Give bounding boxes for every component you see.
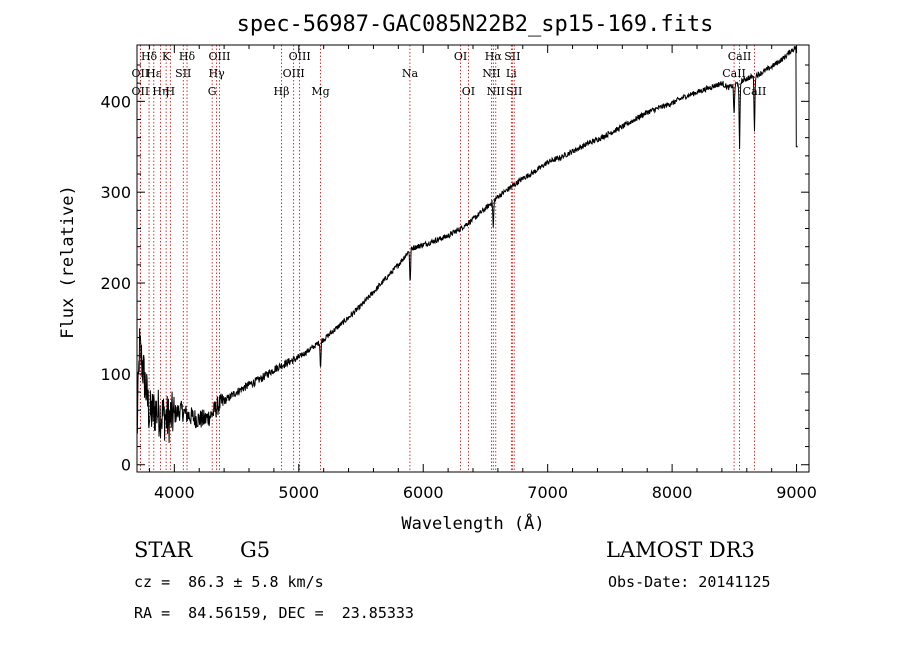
x-tick-label: 6000 [403, 483, 444, 502]
spectral-line-label: G [208, 85, 217, 98]
y-tick-label: 200 [100, 274, 131, 293]
spectral-line-label: Hδ [141, 50, 158, 63]
x-tick-label: 7000 [527, 483, 568, 502]
spectral-line-label: Hη [152, 85, 168, 98]
survey-name: LAMOST DR3 [606, 538, 755, 562]
spectral-line-label: Li [506, 67, 517, 80]
x-axis-label: Wavelength (Å) [401, 512, 544, 534]
x-axis-ticks: 4000 5000 6000 7000 8000 9000 [148, 45, 817, 502]
spectral-line-label: Hβ [274, 85, 290, 98]
object-subclass: G5 [240, 538, 271, 562]
y-tick-label: 400 [100, 92, 131, 111]
y-axis-ticks: 0 100 200 300 400 [100, 64, 809, 475]
object-class: STAR [134, 538, 193, 562]
y-tick-label: 100 [100, 365, 131, 384]
spectral-line-label: Mg [311, 85, 329, 98]
spectral-line-label: OII [132, 85, 150, 98]
spectral-line-label: OII [132, 67, 150, 80]
x-tick-label: 4000 [154, 483, 195, 502]
x-tick-label: 5000 [278, 483, 319, 502]
spectral-line-label: K [162, 50, 171, 63]
spectral-line-label: OIII [289, 50, 311, 63]
spectral-line-label: H [166, 85, 176, 98]
spectral-line-label: SII [504, 50, 520, 63]
spectral-line-label: OIII [283, 67, 305, 80]
spectral-line-label: OI [462, 85, 475, 98]
spectral-line-label: Hε [146, 67, 162, 80]
spectral-line-label: NII [482, 67, 500, 80]
spectral-line-label: OI [454, 50, 467, 63]
spectral-line-label: CaII [743, 85, 767, 98]
spectral-line-label: NII [487, 85, 505, 98]
y-axis-label: Flux (relative) [58, 185, 78, 339]
x-tick-label: 9000 [776, 483, 817, 502]
spectrum-line [136, 45, 798, 443]
x-tick-label: 8000 [652, 483, 693, 502]
y-tick-label: 300 [100, 183, 131, 202]
spectral-line-label: Na [402, 67, 419, 80]
spectral-line-label: CaII [728, 50, 752, 63]
spectral-line-markers [139, 45, 755, 472]
spectral-line-label: Hδ [179, 50, 196, 63]
spectral-line-label: Hα [485, 50, 503, 63]
coordinates-text: RA = 84.56159, DEC = 23.85333 [134, 604, 414, 622]
chart-title: spec-56987-GAC085N22B2_sp15-169.fits [237, 12, 714, 37]
y-tick-label: 0 [121, 456, 131, 475]
spectral-line-label: SII [506, 85, 522, 98]
redshift-text: cz = 86.3 ± 5.8 km/s [134, 573, 324, 591]
plot-frame [136, 44, 810, 473]
spectral-line-label: CaII [722, 67, 746, 80]
spectral-line-label: Hγ [209, 67, 226, 80]
observation-date: Obs-Date: 20141125 [608, 573, 771, 591]
spectral-line-label: OIII [208, 50, 230, 63]
spectral-line-label: SII [175, 67, 191, 80]
